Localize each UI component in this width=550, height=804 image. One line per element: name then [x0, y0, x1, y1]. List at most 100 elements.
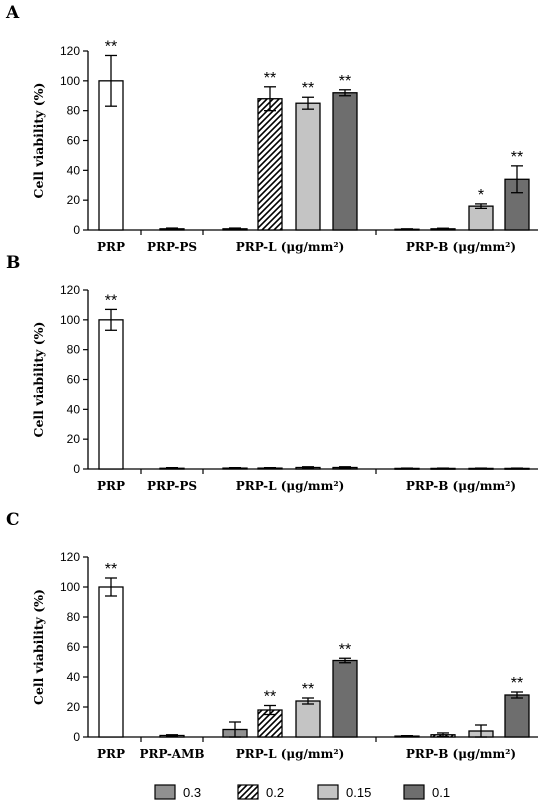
bar [295, 700, 321, 738]
y-tick-label: 20 [67, 700, 81, 714]
x-group-label: PRP [97, 747, 125, 761]
legend-swatch [237, 784, 259, 800]
x-group-label: PRP-B (μg/mm²) [406, 240, 516, 254]
y-tick-label: 40 [67, 402, 81, 416]
significance-marker: ** [339, 73, 351, 90]
bar [504, 694, 530, 738]
y-axis-title: Cell viability (%) [31, 322, 46, 438]
legend: 0.3 0.2 0.15 0.1 [154, 784, 450, 800]
legend-label: 0.2 [266, 785, 284, 800]
legend-item: 0.3 [154, 784, 201, 800]
significance-marker: ** [105, 38, 117, 55]
error-bar [511, 467, 523, 470]
legend-label: 0.1 [432, 785, 450, 800]
error-bar [401, 735, 413, 738]
y-tick-label: 120 [60, 283, 80, 297]
y-tick-label: 0 [73, 223, 80, 237]
legend-swatch [317, 784, 339, 800]
y-tick-label: 60 [67, 373, 81, 387]
y-tick-label: 0 [73, 462, 80, 476]
error-bar [339, 89, 351, 97]
error-bar [264, 704, 276, 716]
error-bar [166, 467, 178, 470]
error-bar [229, 721, 241, 738]
x-group-label: PRP-PS [147, 479, 197, 493]
error-bar [511, 165, 523, 194]
y-tick-label: 60 [67, 640, 81, 654]
x-group-label: PRP-PS [147, 240, 197, 254]
chart-panel-c: C Cell viability (%) 0 20 40 60 80 100 120 PRP PRP… [6, 510, 538, 761]
legend-item: 0.1 [403, 784, 450, 800]
error-bar [339, 657, 351, 664]
x-group-label: PRP [97, 479, 125, 493]
error-bar [475, 203, 487, 210]
y-axis-title: Cell viability (%) [31, 589, 46, 705]
y-tick-label: 100 [60, 580, 80, 594]
error-bar [166, 734, 178, 737]
significance-marker: ** [264, 689, 276, 706]
y-tick-label: 60 [67, 134, 81, 148]
y-tick-label: 80 [67, 343, 81, 357]
x-group-label: PRP [97, 240, 125, 254]
x-group-label: PRP-AMB [139, 747, 204, 761]
error-bar [437, 467, 449, 470]
y-tick-label: 40 [67, 670, 81, 684]
y-tick-label: 40 [67, 163, 81, 177]
chart-panel-b: B Cell viability (%) 0 20 40 60 80 100 120 PRP PRP… [6, 253, 538, 493]
y-tick-label: 120 [60, 550, 80, 564]
x-group-label: PRP-B (μg/mm²) [406, 479, 516, 493]
panel-label: A [5, 3, 20, 23]
bar [257, 98, 283, 231]
panel-label: C [6, 510, 20, 530]
legend-label: 0.3 [183, 785, 201, 800]
y-tick-label: 80 [67, 610, 81, 624]
x-group-label: PRP-L (μg/mm²) [236, 240, 345, 254]
error-bar [229, 227, 241, 231]
error-bar [401, 467, 413, 470]
significance-marker: ** [302, 80, 314, 97]
x-group-label: PRP-L (μg/mm²) [236, 479, 345, 493]
bar [295, 102, 321, 231]
error-bar [437, 227, 449, 231]
bar [332, 92, 358, 231]
error-bar [302, 96, 314, 110]
significance-marker: * [478, 187, 484, 204]
chart-panel-a: A Cell viability (%) 0 20 40 60 80 100 120 PRP PRP… [5, 3, 538, 254]
legend-label: 0.15 [346, 785, 371, 800]
error-bar [475, 724, 487, 738]
bar [468, 205, 494, 231]
bar [98, 586, 124, 738]
significance-marker: ** [511, 675, 523, 692]
y-tick-label: 120 [60, 44, 80, 58]
significance-marker: ** [302, 681, 314, 698]
error-bar [264, 467, 276, 470]
significance-marker: ** [264, 70, 276, 87]
bar [332, 659, 358, 738]
error-bar [339, 466, 351, 469]
error-bar [437, 732, 449, 738]
x-group-label: PRP-B (μg/mm²) [406, 747, 516, 761]
significance-marker: ** [339, 641, 351, 658]
bar [98, 319, 124, 470]
y-tick-label: 20 [67, 193, 81, 207]
error-bar [401, 228, 413, 231]
error-bar [264, 86, 276, 112]
legend-swatch [154, 784, 176, 800]
y-tick-label: 100 [60, 74, 80, 88]
y-tick-label: 20 [67, 432, 81, 446]
significance-marker: ** [105, 292, 117, 309]
significance-marker: ** [105, 561, 117, 578]
error-bar [475, 467, 487, 470]
error-bar [511, 691, 523, 699]
error-bar [105, 577, 117, 597]
error-bar [105, 54, 117, 107]
error-bar [166, 227, 178, 231]
legend-item: 0.15 [317, 784, 371, 800]
significance-marker: ** [511, 149, 523, 166]
y-tick-label: 80 [67, 104, 81, 118]
error-bar [302, 466, 314, 469]
legend-swatch [403, 784, 425, 800]
legend-item: 0.2 [237, 784, 284, 800]
x-group-label: PRP-L (μg/mm²) [236, 747, 345, 761]
